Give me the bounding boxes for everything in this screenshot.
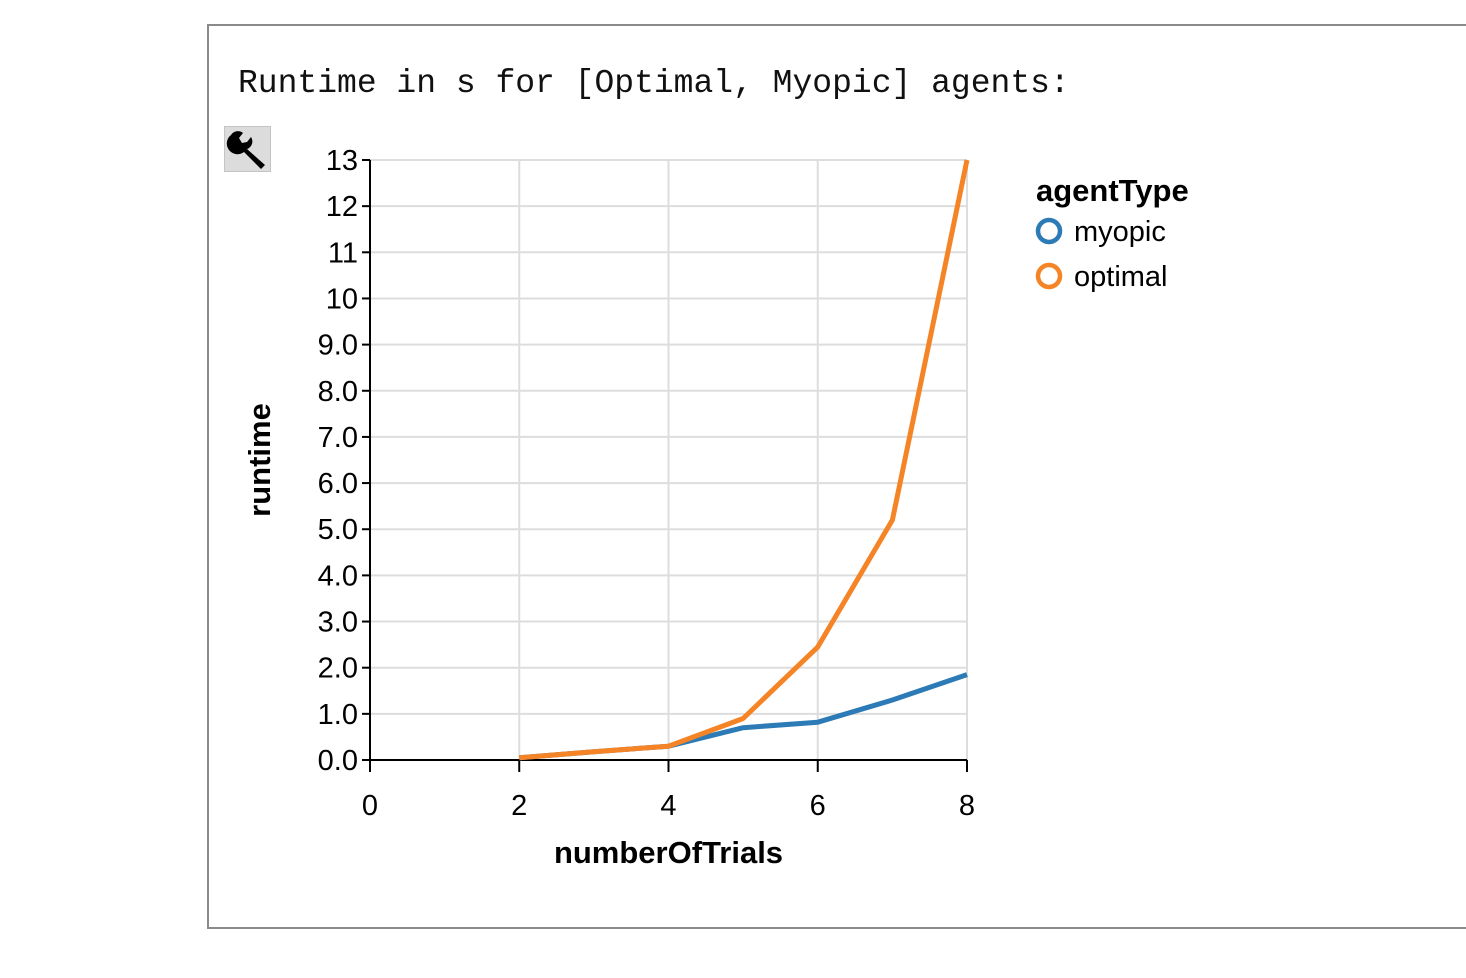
legend[interactable]: agentType myopic optimal — [1035, 173, 1189, 293]
wrench-icon — [226, 131, 265, 169]
y-tick-label: 7.0 — [318, 422, 358, 454]
x-tick-label: 4 — [660, 790, 676, 822]
y-tick-label: 13 — [326, 145, 358, 177]
legend-symbol — [1035, 262, 1063, 290]
legend-label: optimal — [1074, 261, 1168, 293]
x-tick-label: 8 — [959, 790, 975, 822]
legend-item-optimal[interactable]: optimal — [1035, 261, 1168, 293]
y-tick-label: 5.0 — [318, 514, 358, 546]
x-tick-label: 6 — [810, 790, 826, 822]
output-text: Runtime in s for [Optimal, Myopic] agent… — [238, 65, 1070, 102]
legend-items[interactable]: myopic optimal — [1035, 216, 1168, 293]
y-tick-label: 10 — [326, 283, 358, 315]
y-tick-label: 1.0 — [318, 699, 358, 731]
y-tick-label: 3.0 — [318, 607, 358, 639]
y-tick-label: 2.0 — [318, 653, 358, 685]
x-axis-title: numberOfTrials — [554, 835, 783, 870]
series — [519, 159, 970, 761]
axes: 0.0 1.0 2.0 3.0 4.0 5.0 6.0 7.0 8.0 9.0 10 11 12 13 0 2… — [318, 145, 975, 822]
y-tick-label: 0.0 — [318, 745, 358, 777]
y-axis-title: runtime — [242, 403, 277, 517]
output-panel — [207, 24, 1466, 929]
grid — [370, 159, 968, 760]
x-tick-label: 0 — [362, 790, 378, 822]
x-tick-label: 2 — [511, 790, 527, 822]
legend-symbol — [1035, 217, 1063, 245]
series-line-optimal[interactable] — [519, 159, 970, 761]
chart-tools-button[interactable] — [224, 126, 271, 172]
legend-label: myopic — [1074, 216, 1166, 248]
legend-item-myopic[interactable]: myopic — [1035, 216, 1166, 248]
y-tick-label: 8.0 — [318, 376, 358, 408]
legend-title: agentType — [1036, 173, 1189, 208]
y-tick-label: 12 — [326, 191, 358, 223]
y-tick-label: 6.0 — [318, 468, 358, 500]
y-tick-label: 4.0 — [318, 560, 358, 592]
y-tick-label: 9.0 — [318, 330, 358, 362]
y-tick-label: 11 — [328, 237, 358, 269]
